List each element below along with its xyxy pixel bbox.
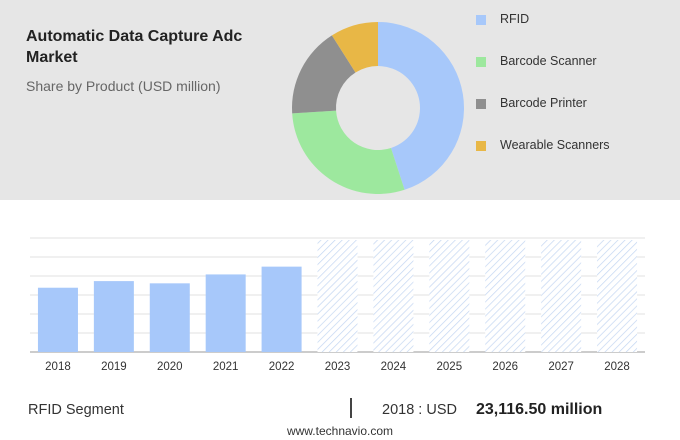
x-tick-label: 2020 [157,361,183,373]
bar-2020 [149,283,190,352]
legend-swatch [476,57,486,67]
chart-subtitle: Share by Product (USD million) [26,78,221,94]
legend-swatch [476,141,486,151]
bar-chart: 2018 2019 2020 2021 2022 2023 2024 2025 2026 2027… [30,237,645,373]
footer-divider [350,398,352,418]
bar-2019 [93,281,134,352]
donut-slice-wearable-scanners [331,22,378,73]
x-tick-label: 2019 [101,361,127,373]
x-tick-label: 2018 [45,361,71,373]
bar-2022 [261,266,302,352]
legend-item-barcode-scanner: Barcode Scanner [476,52,666,72]
footer-year-label: 2018 : USD [382,402,457,418]
legend-label: Barcode Scanner [500,54,597,68]
donut-slice-barcode-printer [292,35,356,114]
source-url: www.technavio.com [286,424,394,438]
legend-label: RFID [500,12,530,26]
forecast-bar-2023 [317,240,358,352]
legend-item-wearable-scanners: Wearable Scanners [476,136,666,156]
donut-slice-barcode-scanner [292,110,405,194]
forecast-bar-2027 [541,240,582,352]
x-tick-label: 2028 [604,361,630,373]
x-tick-label: 2024 [381,361,407,373]
legend-swatch [476,15,486,25]
legend-swatch [476,99,486,109]
forecast-bar-2024 [373,240,414,352]
bar-2018 [37,287,78,352]
donut-slice-rfid [378,22,464,190]
legend-item-rfid: RFID [476,10,666,30]
chart-title: Automatic Data Capture Adc Market [26,28,243,66]
x-tick-label: 2022 [269,361,295,373]
x-tick-label: 2023 [325,361,351,373]
forecast-bar-2026 [485,240,526,352]
x-tick-label: 2025 [437,361,463,373]
donut-chart [292,22,464,194]
legend-label: Barcode Printer [500,96,587,110]
legend-item-barcode-printer: Barcode Printer [476,94,666,114]
footer-value: 23,116.50 million [476,401,603,418]
x-tick-label: 2021 [213,361,239,373]
x-tick-label: 2026 [492,361,518,373]
forecast-bar-2025 [429,240,470,352]
legend-label: Wearable Scanners [500,138,610,152]
bar-2021 [205,274,246,352]
forecast-bar-2028 [597,240,638,352]
segment-label: RFID Segment [28,402,124,418]
x-tick-label: 2027 [548,361,574,373]
